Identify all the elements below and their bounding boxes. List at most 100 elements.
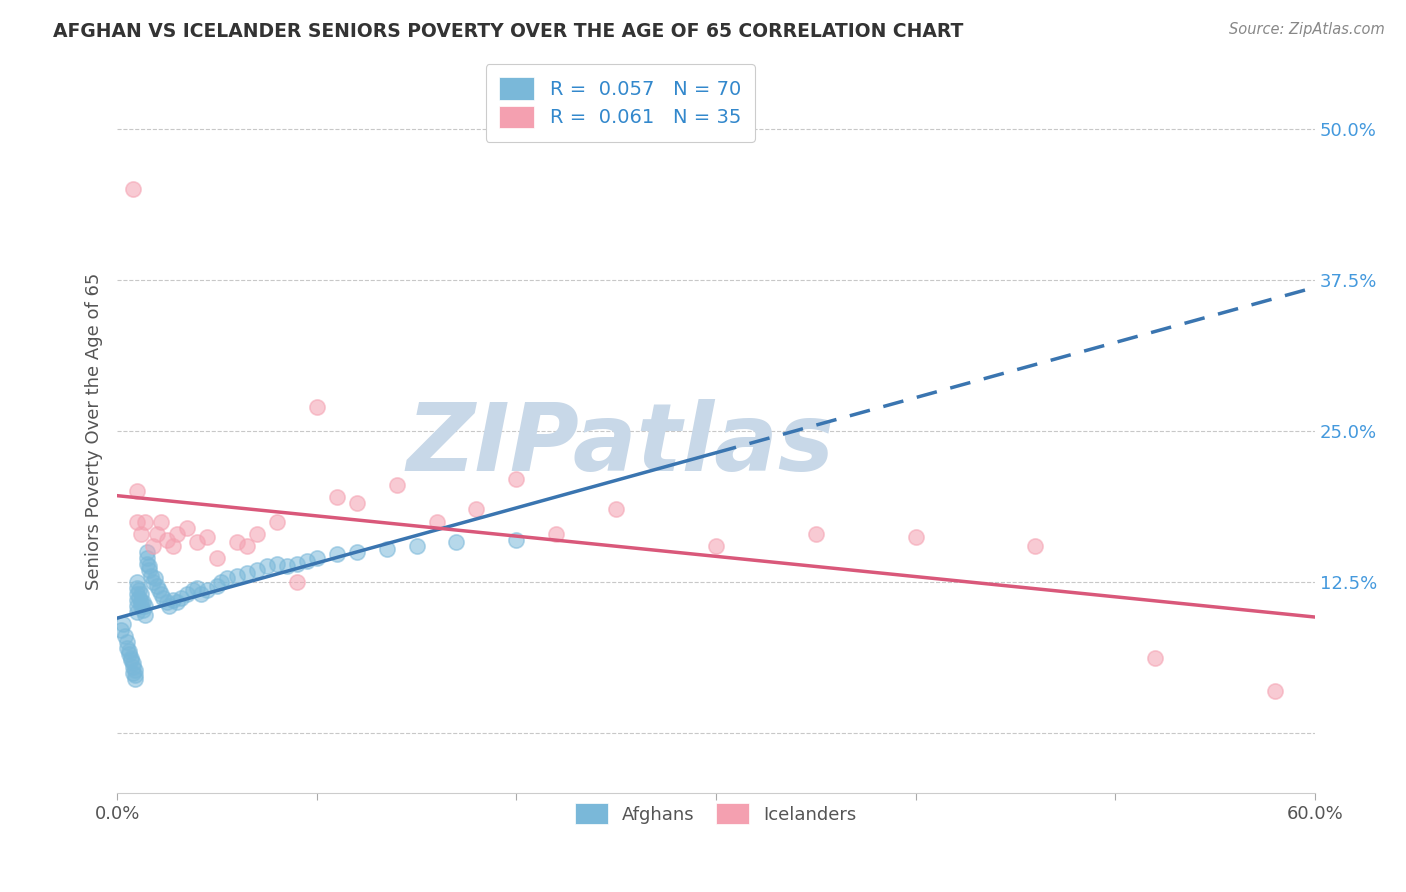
Point bbox=[162, 593, 184, 607]
Point bbox=[134, 607, 156, 622]
Point bbox=[425, 515, 447, 529]
Point bbox=[176, 587, 198, 601]
Point bbox=[127, 574, 149, 589]
Point bbox=[236, 566, 259, 581]
Point bbox=[285, 557, 308, 571]
Point bbox=[276, 559, 298, 574]
Point bbox=[127, 593, 149, 607]
Point bbox=[127, 484, 149, 499]
Point bbox=[505, 533, 527, 547]
Point bbox=[146, 578, 169, 592]
Point bbox=[127, 581, 149, 595]
Point bbox=[128, 583, 150, 598]
Point bbox=[150, 587, 173, 601]
Point bbox=[122, 656, 145, 670]
Y-axis label: Seniors Poverty Over the Age of 65: Seniors Poverty Over the Age of 65 bbox=[86, 272, 103, 590]
Point bbox=[195, 583, 218, 598]
Point bbox=[136, 545, 159, 559]
Point bbox=[266, 557, 288, 571]
Point bbox=[505, 472, 527, 486]
Point bbox=[446, 535, 468, 549]
Point bbox=[129, 526, 152, 541]
Point bbox=[704, 539, 727, 553]
Point bbox=[346, 496, 368, 510]
Point bbox=[166, 595, 188, 609]
Point bbox=[305, 550, 328, 565]
Point bbox=[215, 571, 238, 585]
Point bbox=[122, 665, 145, 680]
Point bbox=[124, 672, 146, 686]
Point bbox=[152, 591, 174, 605]
Point bbox=[1264, 683, 1286, 698]
Point bbox=[115, 635, 138, 649]
Point bbox=[305, 400, 328, 414]
Point bbox=[120, 651, 142, 665]
Point bbox=[375, 542, 398, 557]
Point bbox=[190, 587, 212, 601]
Point bbox=[127, 587, 149, 601]
Point bbox=[181, 583, 204, 598]
Point bbox=[465, 502, 488, 516]
Point bbox=[122, 182, 145, 196]
Point bbox=[139, 569, 162, 583]
Point bbox=[295, 554, 318, 568]
Point bbox=[156, 595, 179, 609]
Point bbox=[1024, 539, 1046, 553]
Point bbox=[132, 603, 155, 617]
Point bbox=[150, 515, 173, 529]
Point bbox=[127, 605, 149, 619]
Point bbox=[186, 535, 208, 549]
Point bbox=[138, 559, 160, 574]
Point bbox=[120, 653, 142, 667]
Point bbox=[385, 478, 408, 492]
Point bbox=[129, 599, 152, 613]
Point bbox=[226, 569, 249, 583]
Point bbox=[118, 644, 141, 658]
Point bbox=[195, 530, 218, 544]
Point bbox=[122, 659, 145, 673]
Text: AFGHAN VS ICELANDER SENIORS POVERTY OVER THE AGE OF 65 CORRELATION CHART: AFGHAN VS ICELANDER SENIORS POVERTY OVER… bbox=[53, 22, 963, 41]
Point bbox=[136, 550, 159, 565]
Point bbox=[176, 520, 198, 534]
Point bbox=[266, 515, 288, 529]
Point bbox=[148, 583, 170, 598]
Point bbox=[205, 550, 228, 565]
Point bbox=[146, 526, 169, 541]
Point bbox=[246, 526, 269, 541]
Point bbox=[156, 533, 179, 547]
Point bbox=[114, 629, 136, 643]
Point bbox=[546, 526, 568, 541]
Point bbox=[346, 545, 368, 559]
Text: ZIPatlas: ZIPatlas bbox=[406, 400, 834, 491]
Point bbox=[804, 526, 827, 541]
Point bbox=[166, 526, 188, 541]
Point bbox=[129, 587, 152, 601]
Point bbox=[127, 599, 149, 613]
Point bbox=[112, 617, 135, 632]
Point bbox=[127, 515, 149, 529]
Text: Source: ZipAtlas.com: Source: ZipAtlas.com bbox=[1229, 22, 1385, 37]
Point bbox=[246, 563, 269, 577]
Point bbox=[142, 539, 165, 553]
Point bbox=[256, 559, 278, 574]
Point bbox=[170, 591, 193, 605]
Point bbox=[110, 624, 132, 638]
Point bbox=[128, 591, 150, 605]
Legend: Afghans, Icelanders: Afghans, Icelanders bbox=[564, 792, 868, 835]
Point bbox=[134, 599, 156, 613]
Point bbox=[142, 574, 165, 589]
Point bbox=[325, 547, 347, 561]
Point bbox=[157, 599, 180, 613]
Point bbox=[205, 578, 228, 592]
Point bbox=[129, 595, 152, 609]
Point bbox=[143, 571, 166, 585]
Point bbox=[136, 557, 159, 571]
Point bbox=[134, 515, 156, 529]
Point bbox=[132, 595, 155, 609]
Point bbox=[124, 663, 146, 677]
Point bbox=[162, 539, 184, 553]
Point bbox=[285, 574, 308, 589]
Point bbox=[325, 491, 347, 505]
Point bbox=[236, 539, 259, 553]
Point bbox=[226, 535, 249, 549]
